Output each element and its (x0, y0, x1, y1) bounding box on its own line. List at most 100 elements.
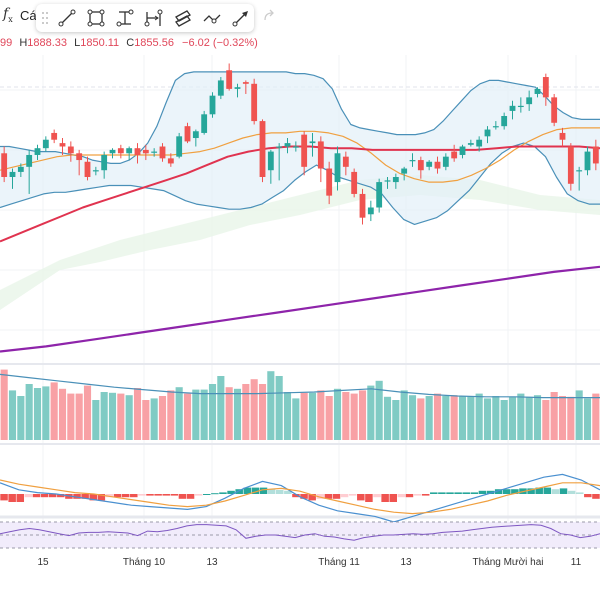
candle-body (551, 97, 558, 123)
volume-bar (567, 396, 575, 440)
candle (9, 168, 16, 189)
volume-bar (258, 384, 267, 440)
volume-bar (333, 388, 342, 440)
candle-body (401, 168, 408, 174)
candle-body (192, 131, 199, 139)
price-range-icon[interactable] (114, 7, 136, 29)
candle (367, 200, 374, 222)
candle-body (34, 148, 41, 155)
candle-body (467, 143, 474, 145)
candle (284, 138, 291, 154)
macd-histogram-bar (446, 492, 454, 494)
candle (84, 156, 91, 181)
volume-bar (492, 396, 500, 440)
macd-histogram-bar (389, 494, 397, 502)
candle (184, 122, 191, 144)
drag-handle-icon[interactable] (42, 12, 48, 24)
volume-bar (117, 393, 125, 440)
arrow-icon[interactable] (230, 7, 252, 29)
change-value: −6.02 (−0.32%) (182, 37, 258, 49)
candle (592, 139, 599, 171)
candle (526, 90, 533, 111)
volume-bar (392, 400, 400, 440)
macd-histogram-bar (373, 494, 381, 498)
volume-bar (67, 393, 75, 440)
path-icon[interactable] (201, 7, 223, 29)
volume-bar (417, 398, 425, 440)
macd-histogram-bar (89, 494, 97, 501)
macd-histogram-bar (559, 488, 568, 494)
candle (142, 144, 149, 161)
volume-bar (225, 387, 233, 440)
candle (476, 136, 483, 152)
candle (59, 138, 66, 155)
volume-bar (17, 396, 25, 440)
candle (567, 143, 574, 191)
candle (301, 131, 308, 176)
redo-icon[interactable] (262, 8, 276, 22)
volume-bar (383, 396, 392, 440)
volume-bar (175, 387, 183, 440)
candle-body (117, 148, 124, 154)
volume-bar (100, 392, 108, 440)
macd-histogram-bar (421, 494, 430, 496)
volume-bar (158, 396, 167, 440)
macd-histogram-bar (194, 494, 203, 496)
macd-histogram-bar (292, 494, 300, 498)
candle (267, 149, 274, 184)
candle (309, 132, 316, 157)
candle-body (409, 160, 416, 162)
bollinger-upper-line (0, 71, 600, 164)
candle (201, 110, 208, 135)
macd-histogram-bar (154, 494, 162, 496)
rectangle-icon[interactable] (85, 7, 107, 29)
macd-histogram-bar (211, 493, 219, 495)
volume-bar (275, 376, 283, 440)
volume-bar (317, 390, 325, 440)
candle-body (542, 77, 549, 98)
candle (17, 163, 24, 177)
volume-pane (0, 369, 600, 440)
candle (276, 143, 283, 181)
candle (192, 129, 199, 147)
macd-histogram-bar (381, 494, 389, 502)
candle-body (59, 143, 66, 147)
candle (459, 144, 466, 159)
candle-body (209, 95, 216, 115)
candle (426, 160, 433, 171)
candle-body (526, 97, 533, 105)
function-icon[interactable]: fx (3, 6, 13, 24)
macd-histogram-bar (340, 494, 349, 498)
volume-bar (367, 385, 375, 440)
volume-bar (583, 398, 592, 440)
candle-body (484, 129, 491, 137)
macd-histogram-bar (267, 489, 276, 494)
ohlc-legend: 99 H1888.33 L1850.11 C1855.56 −6.02 (−0.… (0, 37, 258, 49)
macd-histogram-bar (430, 492, 438, 494)
volume-bar (342, 392, 350, 440)
volume-bar (217, 376, 225, 440)
candle-body (434, 161, 441, 169)
macd-histogram-bar (511, 489, 519, 494)
candle-body (151, 151, 158, 153)
candle-body (426, 161, 433, 167)
macd-histogram-bar (592, 494, 600, 499)
macd-histogram-bar (16, 494, 25, 502)
candle-body (226, 70, 233, 89)
volume-bar (300, 392, 308, 440)
ichimoku-cloud (0, 175, 600, 310)
volume-bar (375, 380, 383, 440)
candle (226, 63, 233, 91)
macd-histogram-bar (405, 494, 414, 498)
date-range-icon[interactable] (143, 7, 165, 29)
trend-line-icon[interactable] (56, 7, 78, 29)
candle (451, 144, 458, 162)
volume-bar (325, 396, 333, 440)
macd-histogram-bar (551, 489, 560, 494)
rsi-pane (0, 521, 600, 549)
volume-bar (400, 390, 408, 440)
candle (26, 149, 33, 194)
parallel-channel-icon[interactable] (172, 7, 194, 29)
candle (151, 148, 158, 157)
